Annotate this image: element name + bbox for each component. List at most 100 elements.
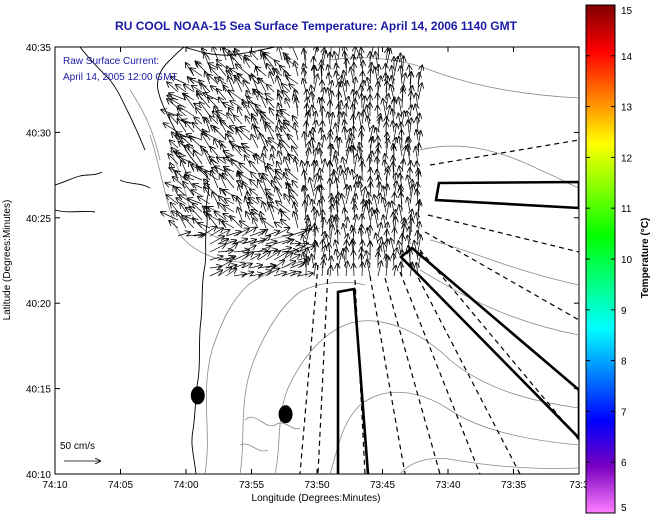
current-vector [399,137,402,157]
current-vector [236,127,251,141]
current-vector [265,241,276,244]
current-vector [394,193,395,205]
y-axis-label: Latitude (Degrees:Minutes) [2,200,13,321]
current-vector [225,256,235,260]
current-vector [402,89,403,109]
chart-title: RU COOL NOAA-15 Sea Surface Temperature:… [115,19,518,33]
current-vector [362,111,364,125]
current-vector [354,199,355,213]
y-axis-ticks: 40:35 40:30 40:25 40:20 40:15 40:10 [26,43,579,481]
current-vector [209,236,224,245]
current-vector [198,223,211,229]
current-vector [289,230,306,237]
current-vector [263,202,267,213]
current-vector [354,264,355,277]
current-vector [184,95,195,109]
current-vector [278,47,282,61]
current-vector [263,54,275,69]
current-vector [192,190,203,197]
current-vector [250,180,259,189]
current-vector [338,230,339,245]
current-vector [161,212,179,221]
current-vector [362,225,363,237]
current-vector [289,272,301,276]
current-vector [229,90,243,101]
current-vector [330,144,331,157]
current-vector [233,253,248,261]
current-vector [233,264,245,269]
current-vector [386,240,388,253]
current-vector [296,98,298,117]
current-vector [211,171,219,189]
current-vector [265,251,280,261]
current-vector [270,108,274,117]
x-axis-label: Longitude (Degrees:Minutes) [252,493,381,504]
current-vector [200,102,211,117]
colorbar-tick-label: 5 [621,503,627,514]
y-tick-label: 40:20 [26,299,51,310]
current-vector [322,261,324,277]
y-tick-label: 40:15 [26,385,51,396]
current-vector [194,151,203,165]
current-vector [344,127,346,141]
current-vector [243,100,251,117]
current-vector [354,127,355,141]
current-vector [286,75,299,85]
current-vector [191,68,203,77]
x-tick-label: 74:10 [42,480,67,491]
x-tick-label: 73:3 [569,480,589,491]
current-vector [265,266,276,269]
current-vector [236,78,243,93]
current-vector [259,92,267,109]
current-vector [291,47,299,61]
current-vector [257,252,270,261]
current-vector [394,266,396,277]
x-axis-ticks: 74:10 74:05 74:00 73:55 73:50 73:45 73:40 73:35… [42,47,589,491]
current-vector [225,240,236,244]
current-vector [378,261,381,277]
current-vector [251,135,259,149]
current-vector [281,261,295,269]
current-vector [223,174,235,189]
current-vector [251,172,259,181]
current-vector [322,121,323,133]
current-vector [346,262,348,277]
current-vector [259,78,267,93]
current-vector [261,219,275,229]
station-markers [190,386,293,424]
current-vector [239,163,251,173]
current-vector [185,122,195,133]
current-vector [240,221,251,229]
current-vector [266,167,275,181]
current-vector [193,184,203,188]
current-vector [330,266,331,277]
current-vector [246,116,251,125]
current-vector [210,116,219,125]
current-vector [328,112,330,125]
scale-label: 50 cm/s [60,441,95,452]
current-vector [205,118,211,133]
y-tick-label: 40:10 [26,470,51,481]
current-vector [177,232,190,236]
current-vector [362,241,363,253]
current-vector [225,265,236,268]
current-vector [289,263,304,269]
current-vector [217,268,231,277]
current-vector [367,260,370,277]
current-vector [281,253,292,261]
current-vector [178,106,195,117]
current-vector [383,198,386,213]
current-vector [182,216,195,229]
current-vector [284,121,299,133]
x-tick-label: 73:55 [239,480,264,491]
x-tick-label: 73:45 [370,480,395,491]
current-vector [249,265,262,268]
current-vector [169,93,187,101]
current-vector [289,243,300,244]
current-vector [246,212,250,221]
current-vector [241,252,253,261]
current-vector [265,231,279,237]
current-vector [224,151,235,157]
current-vector [314,263,316,277]
colorbar-tick-label: 13 [621,103,633,114]
